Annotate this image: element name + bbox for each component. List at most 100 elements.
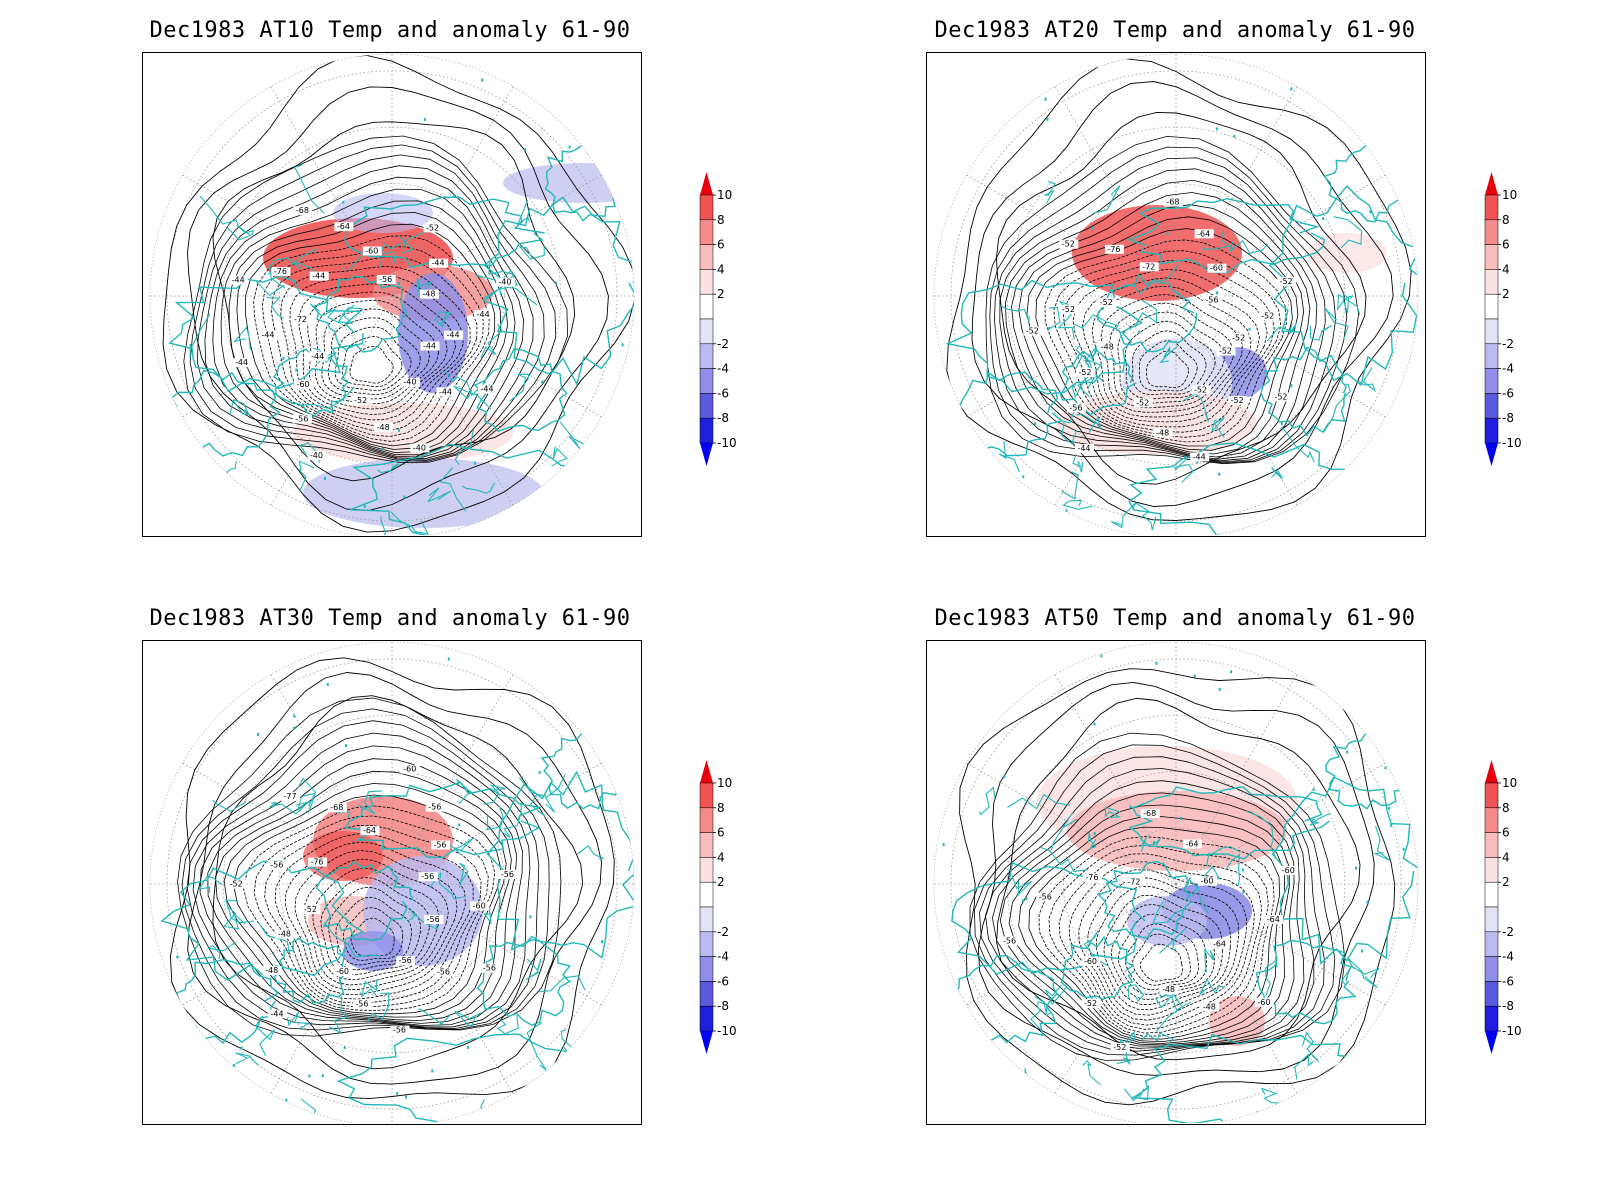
border-line (1174, 456, 1194, 483)
border-line (229, 398, 250, 416)
border-line (226, 224, 254, 241)
border-line (1246, 810, 1277, 860)
meridian-line (391, 674, 514, 885)
colorbar-swatch (699, 857, 714, 883)
border-line (483, 784, 506, 805)
isotherm-contour (1125, 320, 1216, 400)
anomaly-region (333, 193, 433, 233)
border-line (1093, 185, 1121, 214)
border-line (300, 387, 355, 409)
island-mark (398, 282, 400, 285)
border-line (1034, 995, 1052, 1017)
contour-label: -64 (1185, 840, 1198, 849)
island-mark (398, 428, 401, 432)
coastline (170, 369, 281, 457)
isotherm-contour (307, 291, 448, 410)
isotherm-contour (207, 758, 518, 1024)
contour-label: -48 (1101, 343, 1114, 352)
border-line (483, 286, 538, 306)
border-line (377, 463, 400, 474)
island-mark (320, 643, 323, 647)
colorbar-tick-label: -4 (1502, 362, 1514, 376)
border-line (1152, 900, 1184, 925)
map-boundary (149, 53, 635, 535)
border-line (577, 845, 605, 860)
border-line (417, 277, 433, 296)
contour-label: -60 (1282, 866, 1295, 875)
panel-at30: Dec1983 AT30 Temp and anomaly 61-90 -56-… (140, 588, 840, 1148)
colorbar-tick-label: -4 (717, 950, 729, 964)
isotherm-contour (215, 770, 512, 1022)
island-mark (240, 1046, 243, 1050)
contour-label: -56 (427, 915, 440, 924)
island-mark (1138, 330, 1141, 334)
border-line (1358, 367, 1377, 393)
border-line (518, 245, 545, 260)
border-line (559, 421, 598, 450)
island-mark (176, 955, 179, 959)
border-line (1199, 978, 1225, 995)
contour-label: -60 (296, 380, 309, 389)
contour-label: -52 (1026, 327, 1039, 336)
meridian-line (270, 674, 393, 885)
coastline (344, 196, 545, 269)
border-line (1159, 928, 1186, 954)
border-line (544, 774, 566, 813)
border-line (538, 975, 586, 993)
border-line (1339, 512, 1351, 533)
border-line (998, 441, 1020, 473)
isotherm-contour (1072, 268, 1268, 428)
island-mark (431, 1069, 434, 1073)
island-mark (614, 513, 616, 517)
colorbar-arrow-top (1485, 172, 1498, 195)
isotherm-contour (1048, 844, 1269, 1034)
colorbar-tick-label: -2 (1502, 925, 1514, 939)
colorbar-tick-label: -8 (1502, 999, 1514, 1013)
island-mark (282, 356, 285, 360)
colorbar-tick-label: -6 (717, 386, 729, 400)
isotherm-contour (1139, 340, 1198, 392)
border-line (1071, 375, 1097, 399)
island-mark (423, 118, 426, 121)
border-line (461, 482, 496, 494)
island-mark (321, 1074, 324, 1078)
contour-label: -56 (483, 964, 496, 973)
contour-label: -60 (403, 765, 416, 774)
polar-map: -44 -44 -44 -40 -40 -48 -52 -40 -56 -60 -44 -44 -44 -… (142, 52, 642, 537)
island-mark (308, 1074, 311, 1078)
isotherm-contour (212, 121, 576, 482)
colorbar-swatch (1484, 293, 1499, 320)
isotherm-contour (1125, 923, 1199, 991)
island-mark (285, 1098, 288, 1102)
isotherm-contour (349, 345, 394, 384)
border-line (211, 461, 237, 484)
coastline (1128, 442, 1384, 535)
island-mark (1180, 816, 1182, 820)
isotherm-contour (1146, 350, 1189, 389)
meridian-line (1175, 762, 1386, 885)
colorbar-swatch (699, 293, 714, 320)
contour-label: -48 (1162, 985, 1175, 994)
contour-label: -44 (481, 385, 494, 394)
island-mark (1215, 127, 1218, 131)
isotherm-contour (335, 897, 412, 966)
isotherm-contour (969, 732, 1346, 1061)
contour-label: -44 (312, 272, 325, 281)
map-layer: -64 -60 -48 -48 -52 -52 -60 -56 -56 -76 -72 -68 -64 -… (934, 642, 1418, 1123)
island-mark (475, 378, 478, 382)
border-line (1192, 865, 1221, 896)
meridian-line (391, 295, 602, 418)
contour-label: -56 (421, 872, 434, 881)
border-line (454, 428, 475, 465)
island-mark (1369, 210, 1372, 214)
colorbar-swatch (699, 1005, 714, 1032)
border-line (295, 792, 316, 811)
isotherm-contour (298, 283, 456, 415)
isotherm-contour (1018, 816, 1286, 1043)
colorbar-tick-label: 4 (1502, 850, 1510, 864)
contour-label: -52 (1232, 333, 1245, 342)
anomaly-region (303, 458, 543, 528)
border-line (1226, 853, 1241, 886)
border-line (1211, 417, 1225, 438)
isotherm-contour (1087, 877, 1240, 1016)
